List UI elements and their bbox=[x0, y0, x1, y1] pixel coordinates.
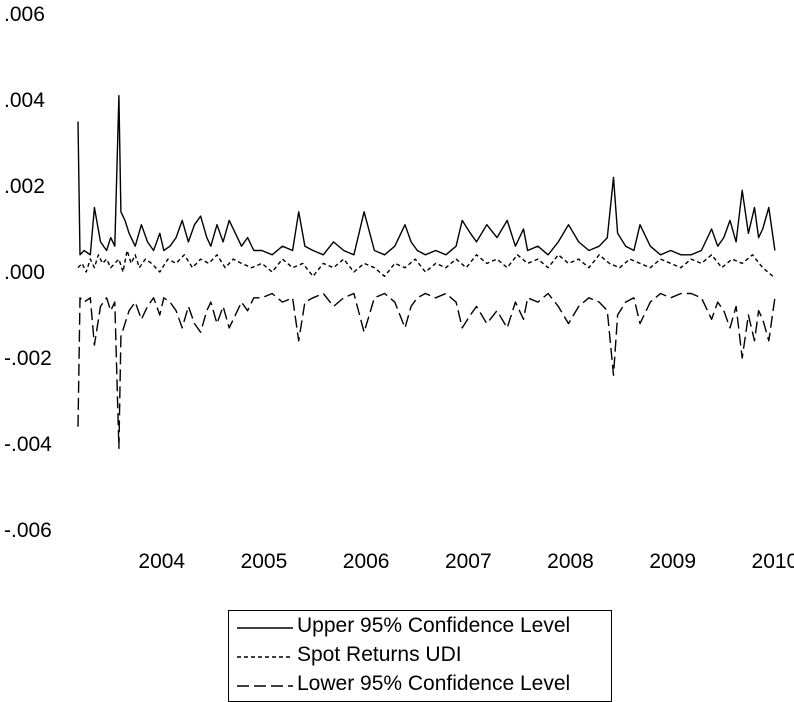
long-dash-line-swatch bbox=[237, 685, 293, 687]
y-tick-label: .004 bbox=[4, 89, 45, 112]
series-lines bbox=[77, 94, 776, 449]
y-axis-tick-labels: .006 .004 .002 .000 -.002 -.004 -.006 bbox=[4, 3, 52, 542]
x-tick-label: 2009 bbox=[649, 550, 696, 573]
x-tick-label: 2005 bbox=[241, 550, 288, 573]
chart-plot: .006 .004 .002 .000 -.002 -.004 -.006 2004 2005… bbox=[4, 3, 794, 573]
y-tick-label: -.006 bbox=[4, 519, 52, 542]
y-tick-label: .006 bbox=[4, 3, 45, 26]
y-tick-label: -.004 bbox=[4, 433, 52, 456]
x-tick-label: 2006 bbox=[343, 550, 390, 573]
legend-item-lower: Lower 95% Confidence Level bbox=[229, 671, 611, 699]
series-line-lower bbox=[77, 292, 776, 449]
x-tick-label: 2010 bbox=[752, 550, 794, 573]
x-tick-label: 2007 bbox=[445, 550, 492, 573]
solid-line-swatch bbox=[237, 627, 293, 629]
series-line-spot bbox=[77, 249, 774, 277]
y-tick-label: -.002 bbox=[4, 347, 52, 370]
y-tick-label: .000 bbox=[4, 261, 45, 284]
x-tick-label: 2004 bbox=[138, 550, 185, 573]
y-tick-label: .002 bbox=[4, 175, 45, 198]
legend: Upper 95% Confidence Level Spot Returns … bbox=[228, 610, 612, 702]
short-dash-line-swatch bbox=[237, 656, 293, 658]
legend-label-spot: Spot Returns UDI bbox=[297, 643, 462, 666]
legend-label-lower: Lower 95% Confidence Level bbox=[297, 672, 571, 695]
legend-item-upper: Upper 95% Confidence Level bbox=[229, 613, 611, 641]
series-line-upper bbox=[77, 94, 776, 256]
x-axis-tick-labels: 2004 2005 2006 2007 2008 2009 2010 bbox=[138, 550, 794, 573]
legend-item-spot: Spot Returns UDI bbox=[229, 642, 611, 670]
x-tick-label: 2008 bbox=[547, 550, 594, 573]
legend-label-upper: Upper 95% Confidence Level bbox=[297, 614, 571, 637]
